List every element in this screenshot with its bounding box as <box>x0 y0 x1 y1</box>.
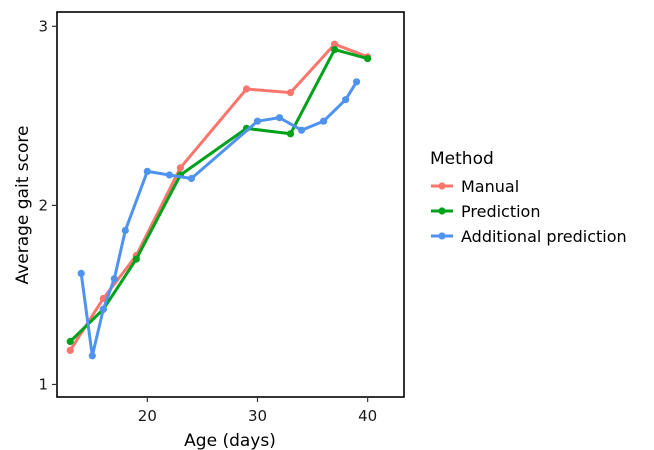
series-2-point <box>132 255 140 263</box>
legend-key-point-1 <box>438 182 446 190</box>
axes: 20 30 40 1 2 3 <box>38 17 377 425</box>
series-3-point <box>298 126 306 134</box>
series-2-point <box>364 55 372 63</box>
x-tick-label: 20 <box>138 407 157 425</box>
series-3-point <box>88 352 96 360</box>
series-1-point <box>176 164 184 172</box>
series-3-point <box>320 117 328 125</box>
legend-key-point-2 <box>438 207 446 215</box>
series-1-point <box>66 346 74 354</box>
series-3-point <box>121 226 129 235</box>
series-line-2 <box>68 48 370 343</box>
legend-label-3: Additional prediction <box>461 227 627 246</box>
plot-border <box>56 11 405 398</box>
x-axis-title: Age (days) <box>184 431 276 450</box>
series-2-point <box>331 46 339 54</box>
series-3-point <box>165 171 173 179</box>
series-3-point <box>77 269 85 277</box>
series-3-point <box>253 117 262 125</box>
series-3-point <box>353 78 361 86</box>
series-3-point <box>99 305 107 313</box>
legend-title: Method <box>430 149 494 169</box>
series-2-point <box>286 130 295 138</box>
plot-area <box>66 40 372 360</box>
series-3-point <box>342 96 350 104</box>
series-3-point <box>187 174 195 183</box>
y-tick-label: 3 <box>38 17 48 35</box>
legend-label-1: Manual <box>461 177 519 196</box>
y-axis-title: Average gait score <box>13 126 33 285</box>
y-tick-label: 2 <box>38 196 48 214</box>
legend-label-2: Prediction <box>461 202 540 221</box>
legend-key-point-3 <box>438 232 446 240</box>
series-3-point <box>143 167 151 175</box>
series-line-3 <box>79 80 359 358</box>
series-1-point <box>242 85 251 93</box>
series-3-point <box>110 275 118 283</box>
legend: Method Manual Prediction Additional predic… <box>430 149 627 246</box>
series-3-point <box>275 114 284 122</box>
series-2-point <box>66 337 74 346</box>
series-1-point <box>286 89 295 97</box>
x-tick-label: 30 <box>248 407 267 425</box>
series-line-1 <box>68 42 370 352</box>
x-tick-label: 40 <box>358 407 377 425</box>
y-tick-label: 1 <box>38 375 48 393</box>
series-1-point <box>331 40 339 48</box>
